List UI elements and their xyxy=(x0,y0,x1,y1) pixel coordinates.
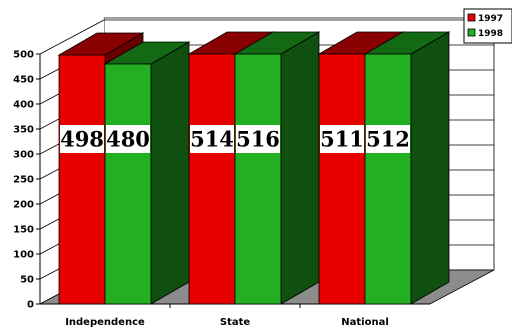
legend-label: 1997 xyxy=(478,14,503,24)
bar-1998-State xyxy=(234,53,282,305)
data-label-box xyxy=(236,125,280,153)
bar-side-1998 xyxy=(150,41,190,305)
x-tick-label: State xyxy=(220,317,251,328)
legend-swatch-1997 xyxy=(467,13,476,22)
bar-1998-National xyxy=(364,53,412,305)
data-label-box xyxy=(60,125,104,153)
data-label: 514 xyxy=(190,127,234,152)
y-tick-label: 0 xyxy=(27,300,34,311)
x-axis-labels: Independence State National xyxy=(65,317,389,328)
data-label: 512 xyxy=(366,127,410,152)
bar-1997-Independence xyxy=(58,54,106,305)
data-label-box xyxy=(320,125,364,153)
bar-1998-Independence xyxy=(104,63,152,305)
y-tick-label: 200 xyxy=(13,200,34,211)
y-tick-label: 500 xyxy=(13,50,34,61)
y-tick-label: 300 xyxy=(13,150,34,161)
data-label-box xyxy=(190,125,234,153)
y-tick-label: 450 xyxy=(13,75,34,86)
bar-1997-National xyxy=(318,53,366,305)
x-tick-label: National xyxy=(341,317,389,328)
data-label-box xyxy=(106,125,150,153)
data-label: 498 xyxy=(60,127,104,152)
x-tick-label: Independence xyxy=(65,317,145,328)
y-tick-label: 250 xyxy=(13,175,34,186)
bar-1997-State xyxy=(188,53,236,305)
data-label: 516 xyxy=(236,127,280,152)
y-tick-label: 100 xyxy=(13,250,34,261)
bars xyxy=(57,31,451,305)
legend: 1997 1998 xyxy=(463,8,512,44)
y-tick-label: 50 xyxy=(20,275,34,286)
legend-label: 1998 xyxy=(478,29,503,39)
y-tick-label: 400 xyxy=(13,100,34,111)
data-label-box xyxy=(366,125,410,153)
bar-side-1998 xyxy=(280,31,320,305)
gridline-side xyxy=(39,19,105,55)
data-label: 480 xyxy=(106,127,150,152)
y-tick-label: 350 xyxy=(13,125,34,136)
y-tick-label: 150 xyxy=(13,225,34,236)
data-labels: 498 480 514 516 511 512 xyxy=(60,125,410,153)
bar-side-1998 xyxy=(410,31,450,305)
data-label: 511 xyxy=(320,127,364,152)
legend-swatch-1998 xyxy=(467,28,476,37)
